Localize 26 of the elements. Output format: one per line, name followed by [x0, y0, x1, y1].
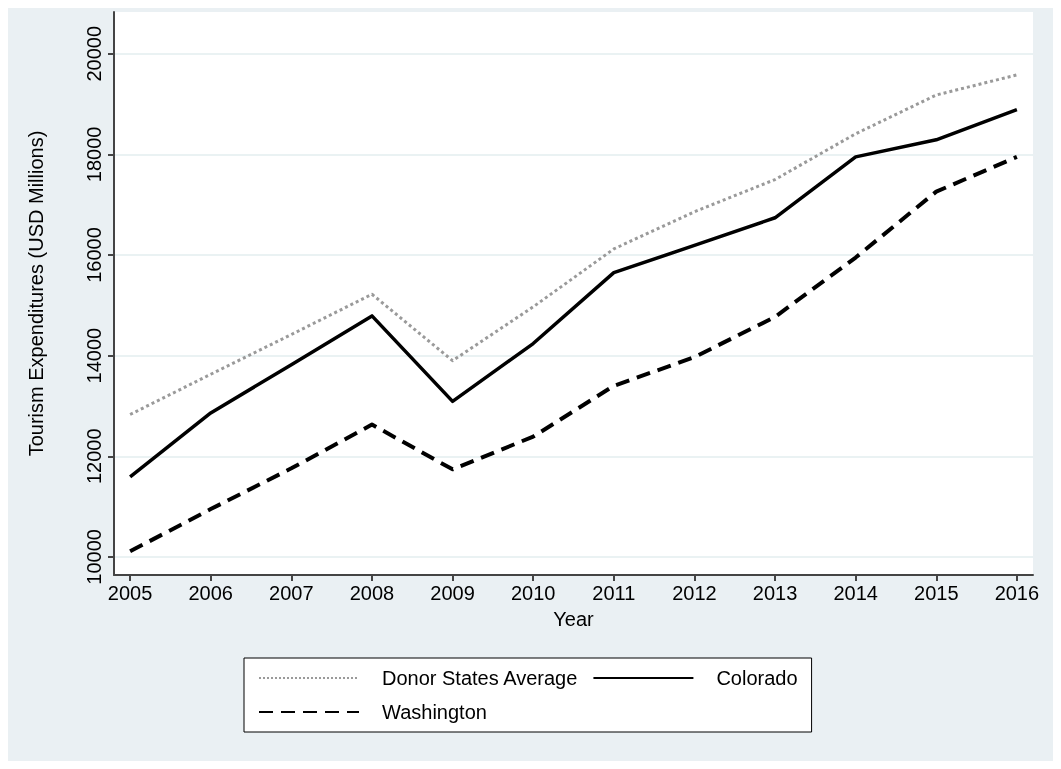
x-tick-label: 2010	[510, 582, 556, 604]
y-axis-title: Tourism Expenditures (USD Millions)	[25, 130, 47, 457]
x-tick-label: 2006	[188, 582, 233, 604]
x-tick-label: 2009	[430, 582, 475, 604]
y-tick-label: 16000	[83, 227, 105, 283]
y-tick-label: 18000	[83, 126, 105, 183]
x-tick-label: 2013	[752, 582, 798, 604]
x-tick-label: 2007	[269, 582, 314, 604]
line-series	[128, 154, 1019, 554]
legend-label: Donor States Average	[382, 667, 578, 689]
x-tick-label: 2012	[672, 582, 717, 604]
legend-label: Colorado	[716, 667, 798, 689]
line-series	[128, 107, 1019, 479]
x-tick-label: 2016	[994, 582, 1040, 604]
y-tick-label: 12000	[83, 428, 105, 485]
x-tick-label: 2015	[914, 582, 959, 604]
y-tick-label: 20000	[83, 25, 105, 82]
x-tick-label: 2011	[592, 582, 636, 604]
x-axis-title: Year	[553, 608, 595, 630]
line-series	[128, 73, 1019, 416]
legend-label: Washington	[382, 701, 487, 723]
x-tick-label: 2014	[833, 582, 878, 604]
x-tick-label: 2008	[349, 582, 395, 604]
y-tick-label: 14000	[83, 327, 105, 384]
y-tick-label: 10000	[83, 529, 105, 585]
x-tick-label: 2005	[107, 582, 153, 604]
